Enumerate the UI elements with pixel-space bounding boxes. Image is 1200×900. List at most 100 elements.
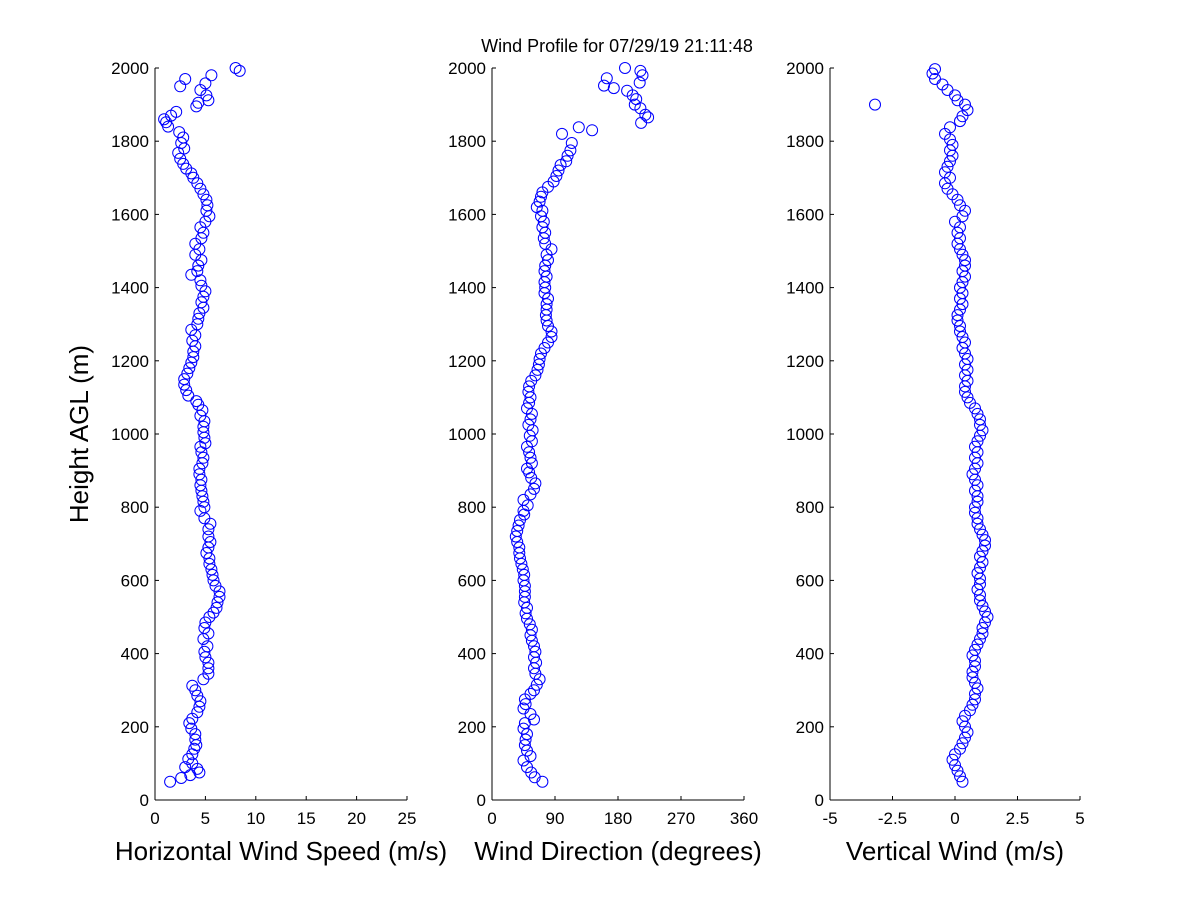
y-tick-label: 800 [458,498,486,517]
x-tick-label: 0 [487,809,496,828]
data-point [929,63,941,76]
data-point [969,660,981,673]
data-point [956,248,969,261]
data-point [954,199,966,212]
y-tick-label: 0 [140,791,149,810]
data-point [185,268,198,281]
data-point [971,435,984,448]
data-point [545,331,558,343]
y-tick-label: 1000 [111,425,149,444]
x-tick-label: 25 [398,809,417,828]
data-point [190,395,203,408]
data-point [189,733,202,746]
data-point [186,757,199,770]
data-point [959,254,971,267]
x-tick-label: -2.5 [878,809,907,828]
data-point [969,501,981,514]
data-point [964,704,976,717]
x-tick-label: 5 [201,809,210,828]
y-tick-label: 1400 [111,279,149,298]
data-point [966,468,979,481]
data-point [174,152,187,165]
x-tick-label: 360 [730,809,758,828]
data-point [966,649,979,662]
data-point [619,62,631,74]
data-point [966,665,979,678]
data-point [961,726,974,739]
y-tick-label: 1000 [448,425,486,444]
data-point [192,312,205,325]
data-point [981,611,994,623]
data-point [961,391,974,404]
data-point [191,265,204,278]
data-point [174,80,187,93]
data-point [178,378,191,391]
data-point [191,706,204,719]
data-series [509,62,655,788]
data-point [969,676,981,689]
data-point [642,111,655,124]
data-point [172,146,185,159]
data-point [525,457,538,470]
data-point [971,512,984,525]
data-point [201,640,214,653]
data-point [533,353,546,365]
data-point [521,402,533,415]
data-point [523,380,536,393]
data-point [971,517,984,530]
data-point [181,367,194,380]
data-point [598,79,610,92]
x-tick-label: 90 [546,809,565,828]
data-point [516,563,529,576]
data-point [929,73,941,85]
data-point [971,407,984,420]
data-point [966,671,979,684]
data-point [535,190,547,203]
data-point [523,466,536,479]
data-point [202,656,215,669]
data-point [564,144,577,157]
x-axis-label: Horizontal Wind Speed (m/s) [115,836,447,866]
data-point [969,693,981,706]
data-point [513,541,526,554]
data-point [959,385,971,398]
data-point [523,618,536,631]
y-tick-label: 1800 [786,132,824,151]
data-point [201,199,214,212]
data-point [193,468,206,481]
data-point [522,418,535,431]
y-tick-label: 200 [458,718,486,737]
data-point [512,519,525,532]
y-tick-label: 400 [796,645,824,664]
data-point [197,451,210,464]
y-tick-label: 1600 [111,205,149,224]
data-point [195,279,208,292]
data-point [191,689,204,702]
data-point [517,722,530,735]
data-point [529,369,542,382]
y-tick-label: 600 [458,571,486,590]
data-point [974,523,986,536]
x-tick-label: -5 [822,809,837,828]
data-point [547,175,560,188]
y-tick-label: 400 [458,645,486,664]
data-point [528,684,540,697]
data-point [572,121,585,134]
data-point [586,124,599,137]
data-point [961,353,974,365]
data-point [946,753,959,766]
data-point [536,775,549,788]
x-tick-label: 0 [950,809,959,828]
data-point [193,766,206,779]
x-tick-label: 0 [150,809,159,828]
data-point [969,440,981,453]
data-point [523,446,536,459]
x-tick-label: 2.5 [1006,809,1030,828]
data-point [974,578,986,591]
data-point [971,567,984,580]
data-point [185,722,198,735]
data-point [203,611,216,623]
data-point [630,93,643,106]
data-point [961,104,974,117]
